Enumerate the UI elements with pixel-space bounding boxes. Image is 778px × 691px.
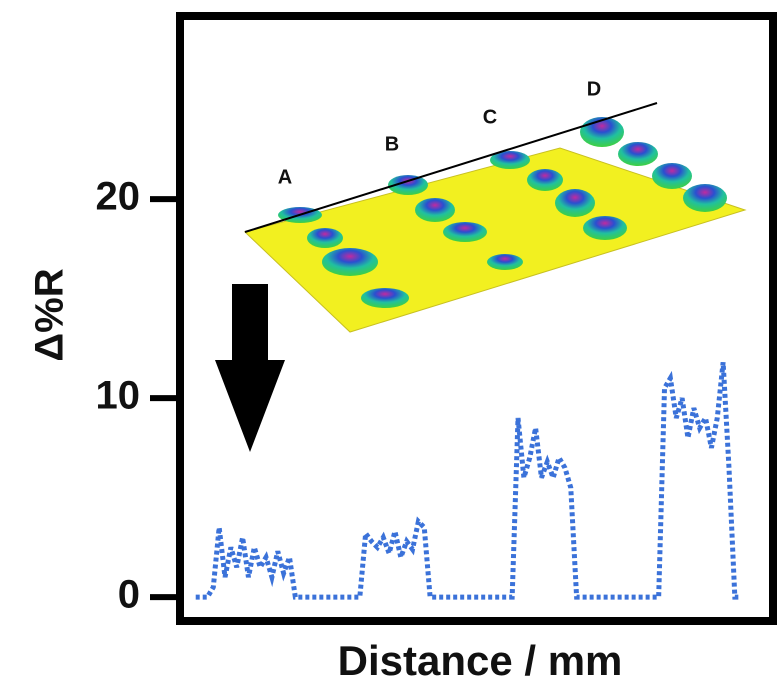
y-tick-label: 10 (96, 374, 141, 418)
inset-image (244, 102, 747, 333)
inset-label: A (278, 166, 292, 188)
inset-label: C (483, 106, 497, 128)
y-tick-label: 0 (118, 573, 140, 617)
y-axis-label: Δ%R (28, 268, 72, 361)
inset-label: D (587, 78, 601, 100)
data-line (195, 362, 741, 600)
arrow (215, 284, 285, 452)
x-axis-label: Distance / mm (338, 637, 623, 684)
plot-frame (176, 12, 777, 625)
y-tick-label: 20 (96, 175, 141, 219)
inset-label: B (385, 133, 399, 155)
